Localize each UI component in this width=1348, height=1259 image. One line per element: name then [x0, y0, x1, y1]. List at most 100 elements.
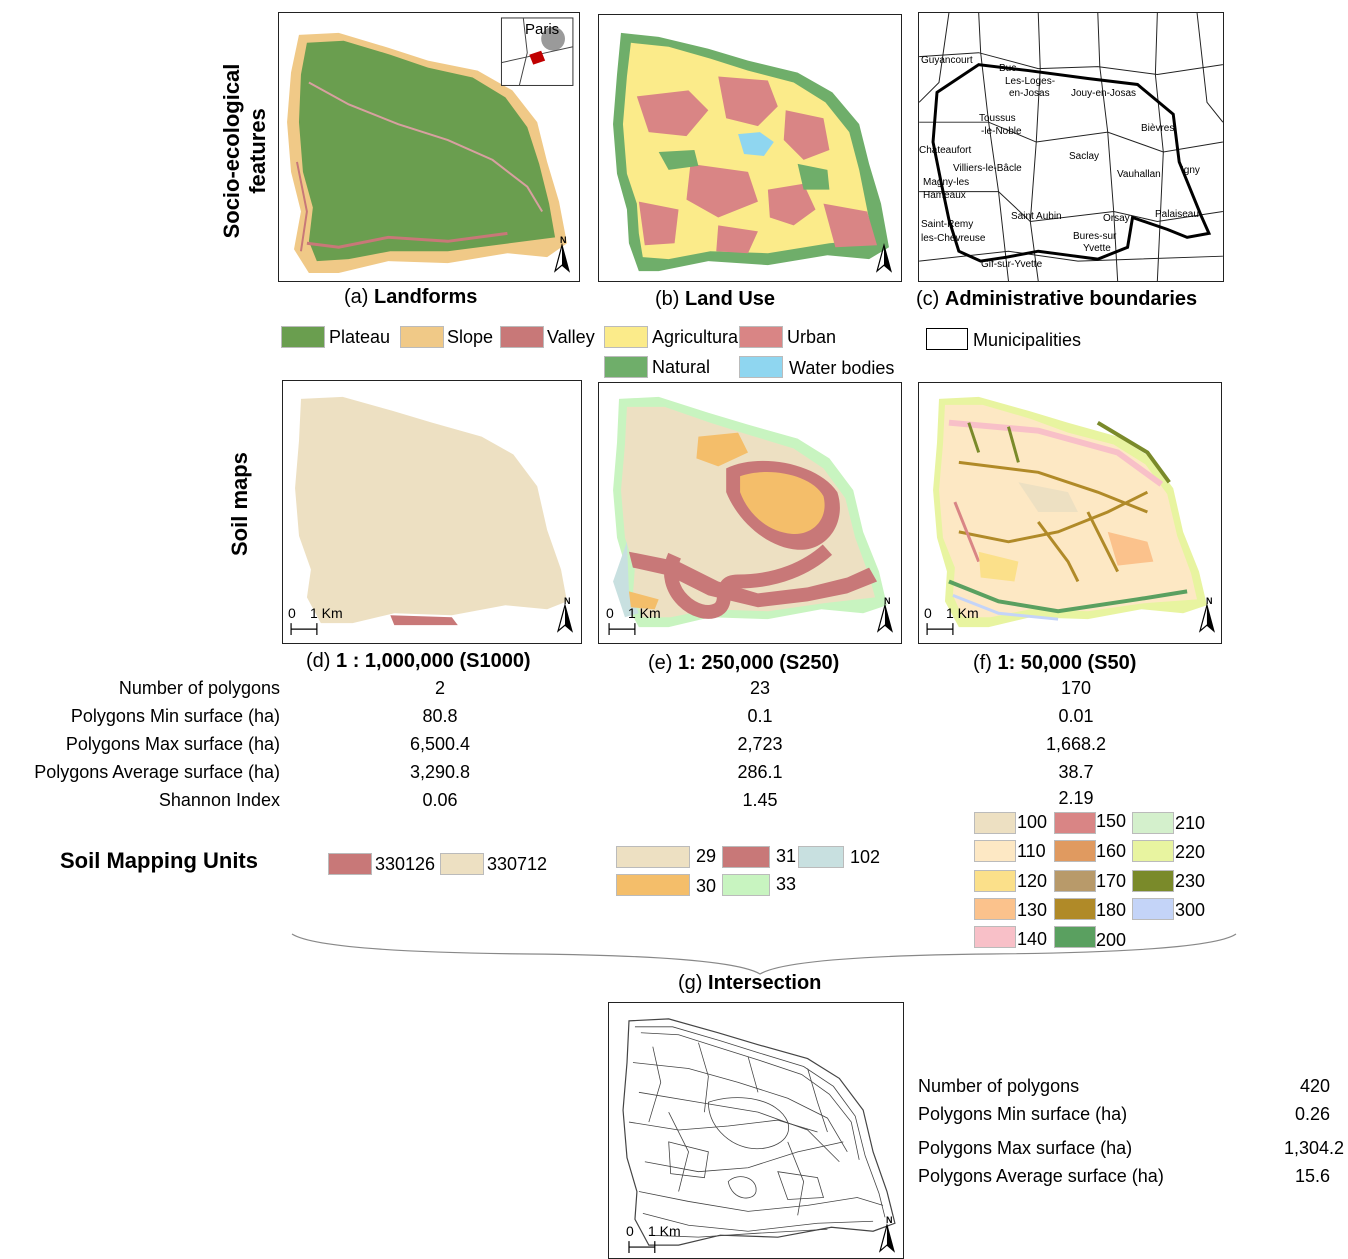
legend-swatch	[440, 853, 484, 875]
north-label: N	[884, 596, 891, 606]
scale-text: 1 Km	[628, 605, 661, 621]
scale-bar	[608, 623, 636, 636]
muni-label: Bièvres	[1141, 123, 1175, 134]
stat-label: Shannon Index	[158, 790, 280, 810]
muni-label: Saint-Remy	[921, 219, 974, 230]
stat-value-s1000: 6,500.4	[409, 734, 471, 754]
legend-label: 31	[776, 846, 797, 866]
s50-map-graphic	[926, 396, 1215, 636]
intersection-map-graphic	[622, 1018, 896, 1254]
stat-value-s1000: 80.8	[422, 706, 458, 726]
legend-label: Municipalities	[973, 330, 1082, 350]
legend-swatch	[604, 356, 648, 378]
scale-text: 1 Km	[310, 605, 343, 621]
scale-zero: 0	[626, 1223, 634, 1239]
legend-label: 210	[1175, 813, 1206, 833]
legend-label: 160	[1096, 841, 1127, 861]
map-soil-s50: 0 1 Km N	[918, 382, 1222, 644]
legend-label: 200	[1096, 930, 1127, 950]
legend-swatch	[281, 326, 325, 348]
map-intersection: 0 1 Km N	[608, 1002, 904, 1259]
caption-a: (a) Landforms	[344, 286, 478, 308]
scale-bar	[290, 623, 318, 636]
muni-label: Bures-sur	[1073, 231, 1117, 242]
legend-label: 230	[1175, 871, 1206, 891]
stat-label: Polygons Min surface (ha)	[70, 706, 280, 726]
legend-label: Slope	[447, 327, 494, 347]
map-admin: Guyancourt Buc Les-Loges- en-Josas Jouy-…	[918, 12, 1224, 282]
muni-label: Magny-les	[923, 177, 970, 188]
scale-bar	[628, 1241, 656, 1254]
legend-label: Plateau	[329, 327, 391, 347]
stat-value-s50: 1,668.2	[1045, 734, 1107, 754]
legend-label: 220	[1175, 842, 1206, 862]
legend-label: 33	[776, 874, 797, 894]
legend-label: 300	[1175, 900, 1206, 920]
caption-f: (f) 1: 50,000 (S50)	[973, 652, 1137, 674]
muni-label: Jouy-en-Josas	[1071, 88, 1137, 99]
legend-swatch	[722, 874, 770, 896]
map-soil-s1000: 0 1 Km N	[282, 380, 582, 644]
muni-label: Orsay	[1103, 213, 1130, 224]
north-arrow	[875, 242, 893, 273]
inset-map	[500, 17, 574, 86]
legend-label: 130	[1017, 900, 1048, 920]
legend-label: 180	[1096, 900, 1127, 920]
stat-value-s250: 2,723	[737, 734, 783, 754]
s250-map-graphic	[608, 396, 893, 636]
legend-label: 150	[1096, 811, 1127, 831]
legend-label: 170	[1096, 871, 1127, 891]
legend-swatch	[739, 356, 783, 378]
scale-text: 1 Km	[648, 1223, 681, 1239]
caption-g: (g) Intersection	[678, 972, 822, 994]
stat-label: Number of polygons	[918, 1076, 1080, 1096]
stat-label: Polygons Max surface (ha)	[65, 734, 280, 754]
stat-value-s50: 0.01	[1058, 706, 1094, 726]
stat-value-s250: 23	[749, 678, 771, 698]
stat-value-s1000: 2	[434, 678, 445, 698]
stat-value-s250: 0.1	[747, 706, 773, 726]
map-landuse	[598, 14, 902, 282]
muni-label: Villiers-le-Bâcle	[953, 163, 1022, 174]
legend-swatch	[1054, 812, 1096, 834]
inset-label-paris: Paris	[525, 21, 560, 38]
intersection-brace	[291, 933, 1237, 975]
north-arrow	[553, 242, 571, 273]
stat-value-s250: 1.45	[742, 790, 778, 810]
legend-label: 330126	[375, 854, 436, 874]
legend-swatch	[1132, 812, 1174, 834]
legend-swatch	[974, 812, 1016, 834]
legend-swatch	[328, 853, 372, 875]
legend-label: Agricultural	[652, 327, 743, 347]
stat-value-s1000: 3,290.8	[409, 762, 471, 782]
stat-value: 0.26	[1294, 1104, 1330, 1124]
legend-swatch	[926, 328, 968, 350]
admin-map-graphic	[919, 13, 1223, 281]
legend-swatch	[1054, 870, 1096, 892]
north-label: N	[564, 596, 571, 606]
legend-label: 120	[1017, 871, 1048, 891]
stat-label: Number of polygons	[118, 678, 280, 698]
legend-swatch	[1054, 898, 1096, 920]
legend-swatch	[798, 846, 844, 868]
legend-swatch	[1132, 840, 1174, 862]
map-landforms: Paris N	[278, 12, 580, 282]
muni-label: Yvette	[1083, 243, 1111, 254]
muni-label: Chateaufort	[919, 145, 972, 156]
legend-swatch	[1054, 926, 1096, 948]
stat-value-s250: 286.1	[737, 762, 783, 782]
muni-label: Toussus	[979, 113, 1016, 124]
landforms-map-graphic	[287, 17, 574, 274]
scale-zero: 0	[606, 605, 614, 621]
legend-swatch	[1132, 870, 1174, 892]
muni-label: Saint Aubin	[1011, 211, 1062, 222]
legend-swatch	[616, 846, 690, 868]
row-label-soil: Soil maps	[227, 452, 252, 556]
legend-swatch	[1054, 840, 1096, 862]
stat-value-s50: 38.7	[1058, 762, 1094, 782]
north-arrow	[556, 602, 574, 633]
legend-swatch	[1132, 898, 1174, 920]
legend-label: 110	[1017, 841, 1046, 861]
muni-label: en-Josas	[1009, 88, 1050, 99]
legend-label: 102	[850, 847, 881, 867]
